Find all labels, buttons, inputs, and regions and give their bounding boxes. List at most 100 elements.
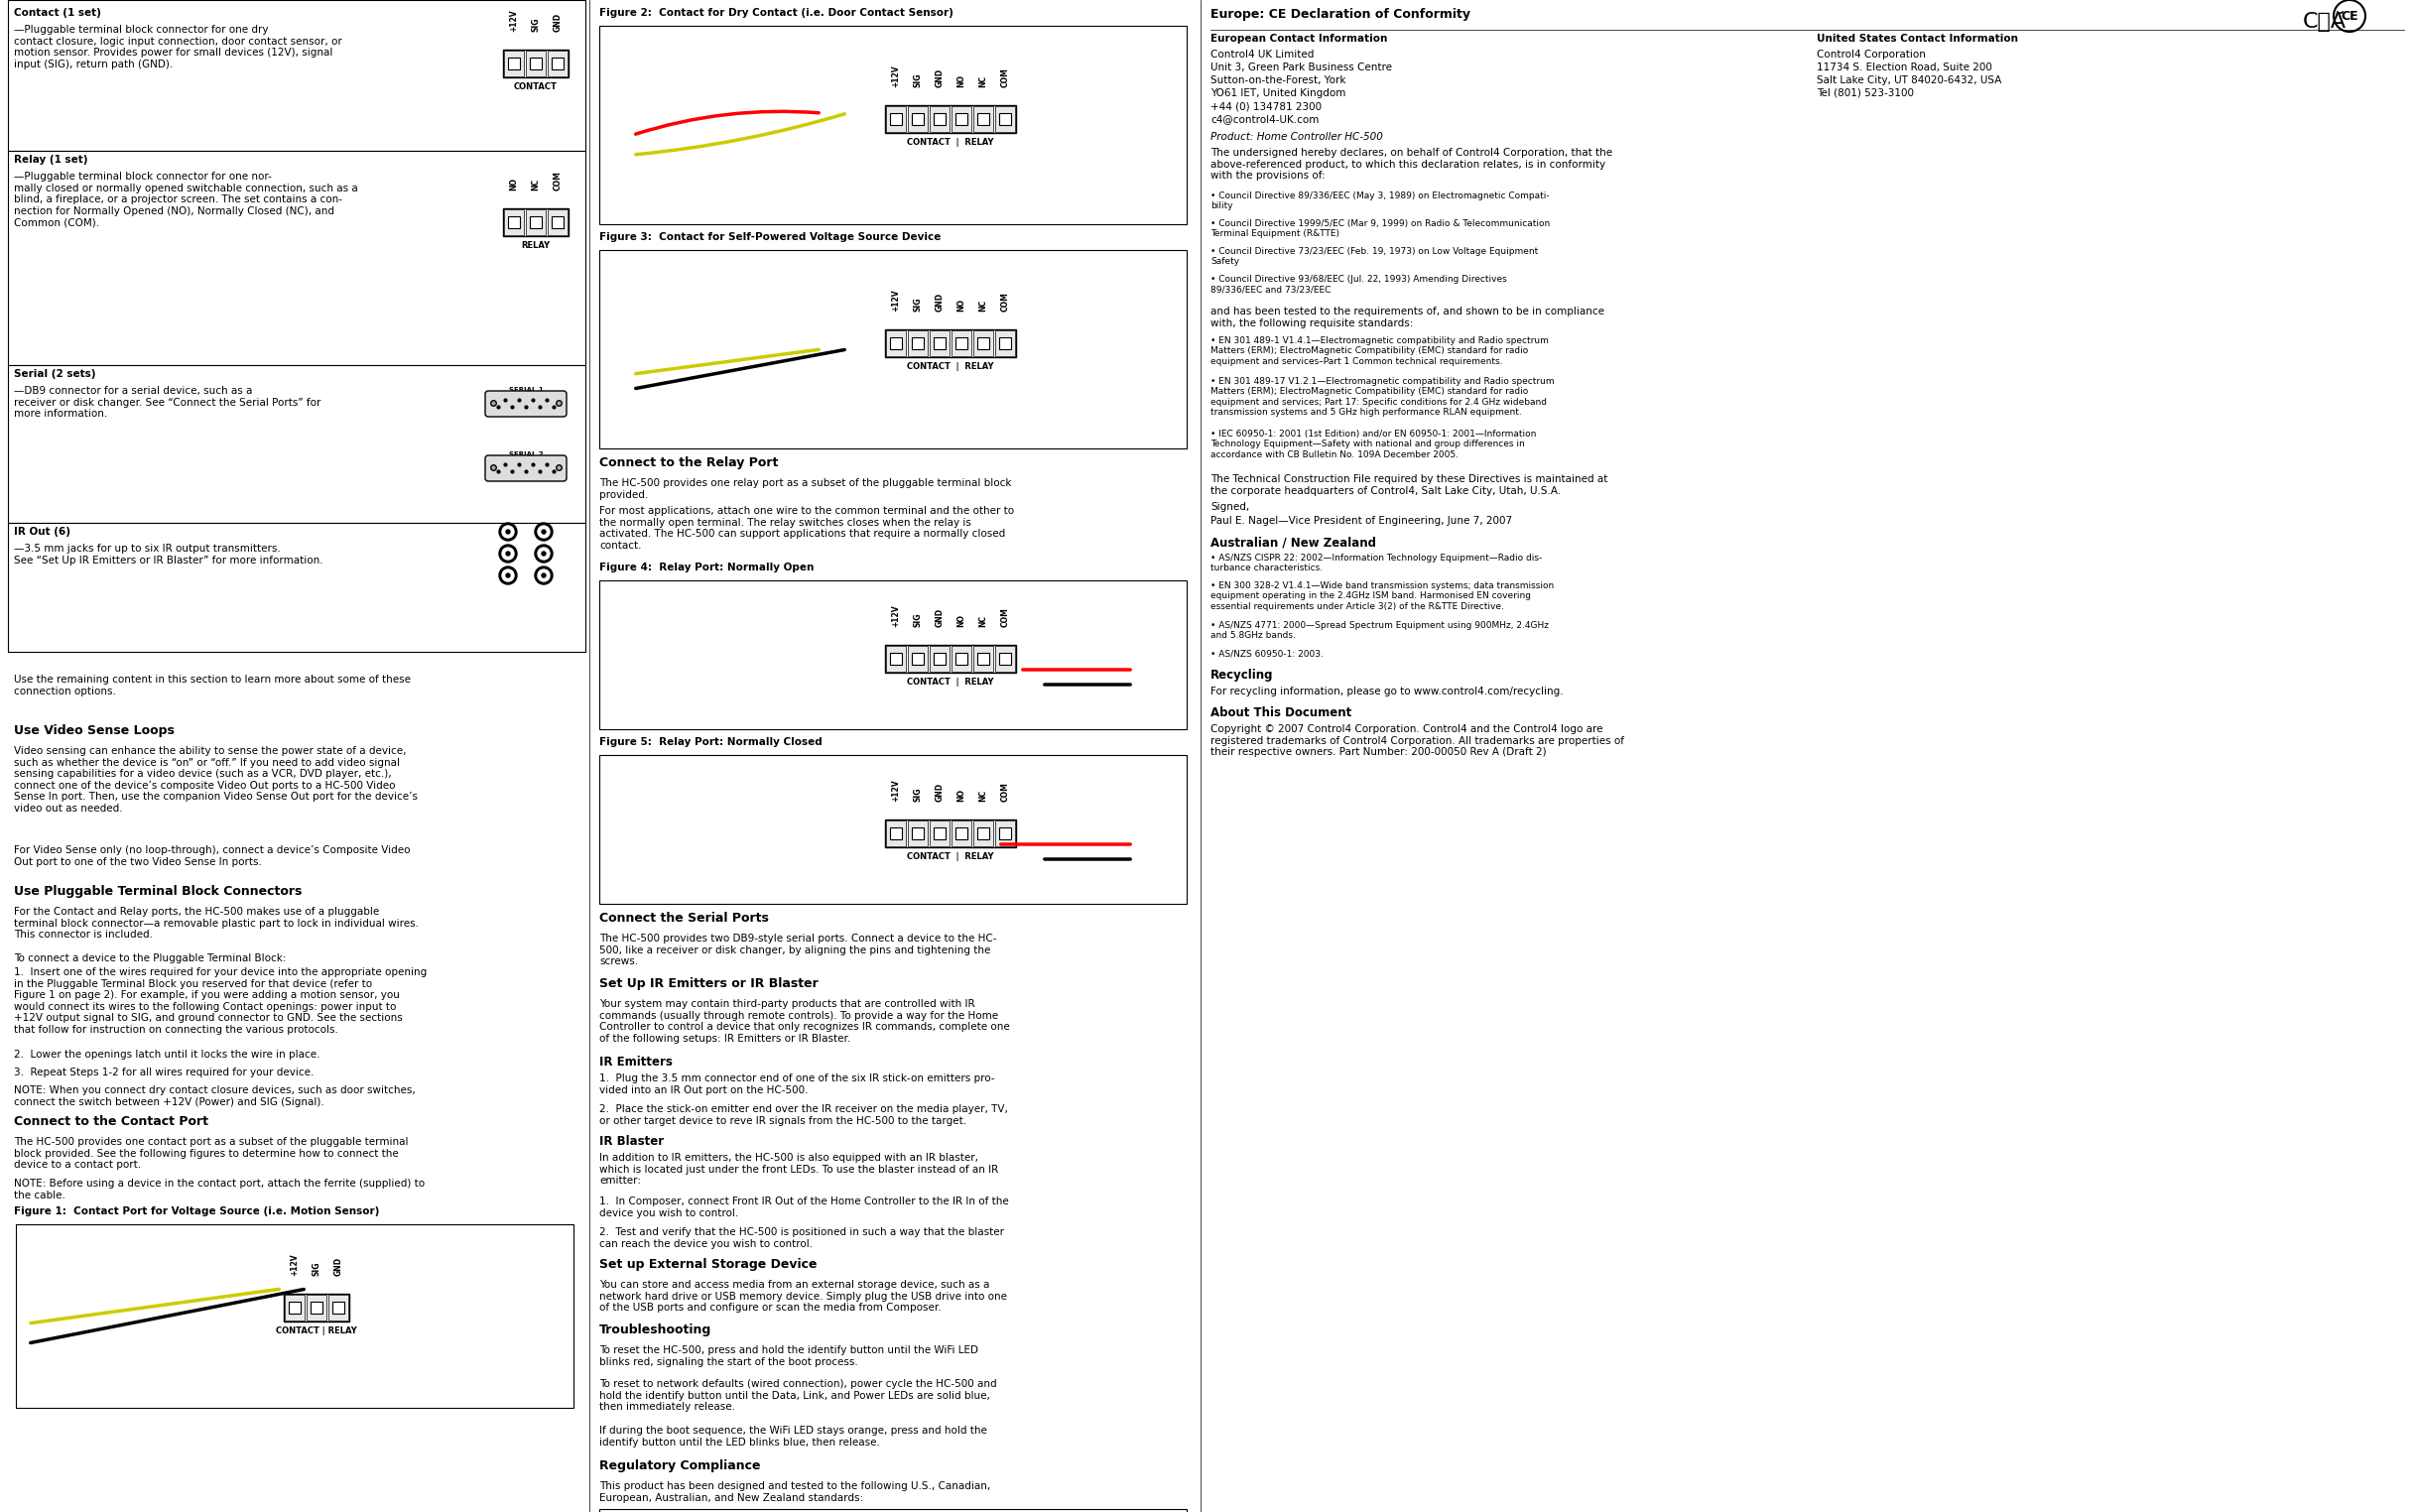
Text: In addition to IR emitters, the HC-500 is also equipped with an IR blaster,
whic: In addition to IR emitters, the HC-500 i…: [598, 1152, 999, 1185]
Text: 2.  Lower the openings latch until it locks the wire in place.: 2. Lower the openings latch until it loc…: [14, 1049, 321, 1060]
Text: For the Contact and Relay ports, the HC-500 makes use of a pluggable
terminal bl: For the Contact and Relay ports, the HC-…: [14, 907, 420, 940]
Text: Control4 Corporation: Control4 Corporation: [1816, 50, 1925, 59]
Bar: [950, 646, 972, 671]
Bar: [890, 113, 902, 125]
Text: The HC-500 provides two DB9-style serial ports. Connect a device to the HC-
500,: The HC-500 provides two DB9-style serial…: [598, 933, 996, 966]
Text: Unit 3, Green Park Business Centre: Unit 3, Green Park Business Centre: [1211, 62, 1392, 73]
Text: Figure 2:  Contact for Dry Contact (i.e. Door Contact Sensor): Figure 2: Contact for Dry Contact (i.e. …: [598, 8, 953, 18]
Bar: [598, 1509, 1187, 1512]
Text: RELAY: RELAY: [521, 240, 550, 249]
Text: NC: NC: [979, 615, 989, 627]
Circle shape: [502, 570, 514, 582]
Text: Use Pluggable Terminal Block Connectors: Use Pluggable Terminal Block Connectors: [14, 885, 302, 898]
Bar: [7, 0, 586, 151]
Bar: [933, 653, 946, 665]
Text: IR Emitters: IR Emitters: [598, 1055, 673, 1069]
Text: SIG: SIG: [311, 1261, 321, 1276]
Bar: [955, 337, 967, 349]
Text: Control4 UK Limited: Control4 UK Limited: [1211, 50, 1315, 59]
Bar: [950, 331, 972, 357]
Text: 1.  Insert one of the wires required for your device into the appropriate openin: 1. Insert one of the wires required for …: [14, 968, 427, 1034]
Text: +12V: +12V: [509, 9, 519, 32]
Bar: [890, 827, 902, 839]
Circle shape: [507, 552, 509, 555]
Text: COM: COM: [1001, 68, 1011, 88]
Text: 1.  In Composer, connect Front IR Out of the Home Controller to the IR In of the: 1. In Composer, connect Front IR Out of …: [598, 1196, 1008, 1219]
Bar: [552, 216, 564, 228]
Bar: [912, 113, 924, 125]
Bar: [950, 106, 972, 132]
Text: CONTACT: CONTACT: [514, 82, 557, 91]
Text: Use Video Sense Loops: Use Video Sense Loops: [14, 724, 174, 738]
Text: NOTE: Before using a device in the contact port, attach the ferrite (supplied) t: NOTE: Before using a device in the conta…: [14, 1179, 425, 1201]
Bar: [933, 337, 946, 349]
Text: Relay (1 set): Relay (1 set): [14, 154, 87, 165]
Circle shape: [535, 523, 552, 541]
Bar: [885, 646, 1015, 673]
Text: • AS/NZS CISPR 22: 2002—Information Technology Equipment—Radio dis-
turbance cha: • AS/NZS CISPR 22: 2002—Information Tech…: [1211, 553, 1541, 573]
Bar: [929, 646, 950, 671]
Text: NO: NO: [509, 177, 519, 191]
Text: CE: CE: [2340, 9, 2359, 23]
Text: Australian / New Zealand: Australian / New Zealand: [1211, 535, 1377, 549]
Text: Tel (801) 523-3100: Tel (801) 523-3100: [1816, 88, 1915, 98]
Text: The Technical Construction File required by these Directives is maintained at
th: The Technical Construction File required…: [1211, 475, 1609, 496]
FancyBboxPatch shape: [485, 455, 567, 481]
Text: NC: NC: [979, 789, 989, 801]
Text: +12V: +12V: [892, 779, 900, 801]
Text: +12V: +12V: [892, 289, 900, 311]
Text: Set Up IR Emitters or IR Blaster: Set Up IR Emitters or IR Blaster: [598, 977, 818, 990]
Text: European Contact Information: European Contact Information: [1211, 33, 1387, 44]
Bar: [933, 113, 946, 125]
Text: Your system may contain third-party products that are controlled with IR
command: Your system may contain third-party prod…: [598, 999, 1011, 1043]
Bar: [890, 653, 902, 665]
Bar: [552, 57, 564, 70]
Text: CONTACT  |  RELAY: CONTACT | RELAY: [907, 138, 994, 147]
Text: +44 (0) 134781 2300: +44 (0) 134781 2300: [1211, 101, 1322, 110]
Bar: [509, 216, 521, 228]
Text: Connect to the Relay Port: Connect to the Relay Port: [598, 457, 779, 469]
Circle shape: [538, 570, 550, 582]
Bar: [17, 1225, 574, 1408]
Bar: [885, 106, 1015, 133]
Text: Salt Lake City, UT 84020-6432, USA: Salt Lake City, UT 84020-6432, USA: [1816, 76, 2002, 85]
Text: You can store and access media from an external storage device, such as a
networ: You can store and access media from an e…: [598, 1279, 1008, 1312]
Text: For recycling information, please go to www.control4.com/recycling.: For recycling information, please go to …: [1211, 686, 1563, 697]
Bar: [328, 1294, 347, 1320]
Bar: [333, 1302, 345, 1314]
Bar: [907, 331, 929, 357]
Circle shape: [502, 526, 514, 538]
Bar: [885, 331, 907, 357]
Text: Europe: CE Declaration of Conformity: Europe: CE Declaration of Conformity: [1211, 8, 1471, 21]
Text: +12V: +12V: [892, 605, 900, 627]
Text: The HC-500 provides one contact port as a subset of the pluggable terminal
block: The HC-500 provides one contact port as …: [14, 1137, 408, 1170]
Text: 1.  Plug the 3.5 mm connector end of one of the six IR stick-on emitters pro-
vi: 1. Plug the 3.5 mm connector end of one …: [598, 1074, 994, 1095]
Text: About This Document: About This Document: [1211, 706, 1351, 720]
Text: NOTE: When you connect dry contact closure devices, such as door switches,
conne: NOTE: When you connect dry contact closu…: [14, 1086, 415, 1107]
Text: • EN 301 489-1 V1.4.1—Electromagnetic compatibility and Radio spectrum
Matters (: • EN 301 489-1 V1.4.1—Electromagnetic co…: [1211, 336, 1549, 366]
Bar: [950, 821, 972, 847]
Text: GND: GND: [936, 292, 943, 311]
Bar: [311, 1302, 323, 1314]
Bar: [885, 820, 1015, 847]
Bar: [912, 653, 924, 665]
Text: • EN 301 489-17 V1.2.1—Electromagnetic compatibility and Radio spectrum
Matters : • EN 301 489-17 V1.2.1—Electromagnetic c…: [1211, 376, 1553, 417]
Bar: [598, 249, 1187, 449]
Circle shape: [543, 573, 545, 578]
Text: NC: NC: [979, 76, 989, 88]
Bar: [977, 653, 989, 665]
Text: GND: GND: [333, 1256, 343, 1276]
Text: —Pluggable terminal block connector for one nor-
mally closed or normally opened: —Pluggable terminal block connector for …: [14, 172, 357, 228]
Circle shape: [507, 573, 509, 578]
Circle shape: [543, 529, 545, 534]
Circle shape: [499, 523, 516, 541]
Bar: [974, 646, 994, 671]
Text: NC: NC: [531, 178, 540, 191]
Text: NO: NO: [958, 614, 965, 627]
Bar: [548, 50, 567, 77]
Text: and has been tested to the requirements of, and shown to be in compliance
with, : and has been tested to the requirements …: [1211, 307, 1604, 328]
Bar: [885, 106, 907, 132]
Text: If during the boot sequence, the WiFi LED stays orange, press and hold the
ident: If during the boot sequence, the WiFi LE…: [598, 1426, 987, 1447]
Text: Figure 5:  Relay Port: Normally Closed: Figure 5: Relay Port: Normally Closed: [598, 738, 822, 747]
Text: CONTACT  |  RELAY: CONTACT | RELAY: [907, 677, 994, 686]
